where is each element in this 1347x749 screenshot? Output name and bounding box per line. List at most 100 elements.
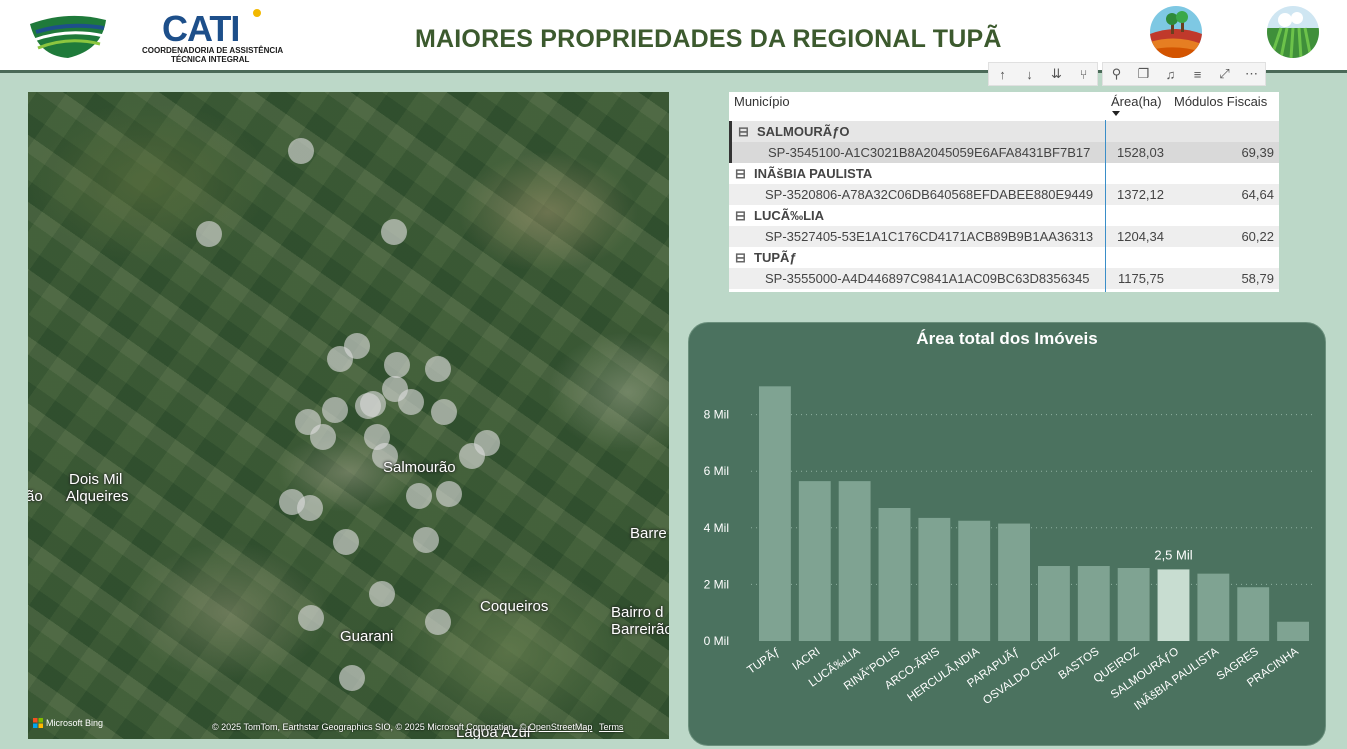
chart-bar[interactable] bbox=[958, 520, 991, 641]
table-group-row[interactable]: ⊟ LUCÃ‰LIA bbox=[729, 205, 1279, 226]
table-row[interactable]: SP-3520806-A78A32C06DB640568EFDABEE880E9… bbox=[729, 184, 1279, 205]
chart-bar[interactable] bbox=[1037, 566, 1070, 641]
cati-logo-text: CATI bbox=[162, 8, 240, 49]
chart-bar[interactable] bbox=[918, 517, 951, 641]
chart-bar[interactable] bbox=[758, 386, 791, 641]
filter-icon[interactable]: ≡ bbox=[1193, 66, 1202, 82]
chart-bar[interactable] bbox=[1117, 567, 1150, 641]
collapse-icon[interactable]: ⊟ bbox=[738, 124, 749, 139]
chart-bar[interactable] bbox=[878, 508, 911, 641]
map-marker[interactable] bbox=[459, 443, 485, 469]
map-place-label: Alqueires bbox=[66, 488, 129, 505]
microsoft-logo-icon bbox=[33, 718, 43, 728]
arrow-down-icon[interactable]: ↓ bbox=[1026, 66, 1033, 82]
more-options-icon[interactable]: ⋯ bbox=[1245, 66, 1258, 81]
arrow-up-icon[interactable]: ↑ bbox=[999, 66, 1006, 82]
table-row[interactable]: SP-3527405-53E1A1C176CD4171ACB89B9B1AA36… bbox=[729, 226, 1279, 247]
focus-mode-icon[interactable]: ⤢ bbox=[1219, 66, 1230, 81]
property-id: SP-3555000-A4D446897C9841A1AC09BC63D8356… bbox=[765, 271, 1090, 286]
table-group-row[interactable]: ⊟ TUPÃƒ bbox=[729, 247, 1279, 268]
map-marker[interactable] bbox=[327, 346, 353, 372]
cati-subtitle-line2: TÉCNICA INTEGRAL bbox=[171, 55, 250, 64]
collapse-icon[interactable]: ⊟ bbox=[735, 166, 746, 181]
chart-bar[interactable] bbox=[798, 481, 831, 641]
sort-descending-icon bbox=[1112, 111, 1120, 116]
bell-icon[interactable]: ♫ bbox=[1165, 66, 1176, 82]
x-tick-label: TUPÃƒ bbox=[745, 645, 783, 677]
chart-bar[interactable] bbox=[1237, 587, 1270, 641]
map-place-label: Barreirão bbox=[611, 621, 669, 638]
y-tick-label: 4 Mil bbox=[704, 521, 729, 535]
table-row[interactable]: SP-3555000-A4D446897C9841A1AC09BC63D8356… bbox=[729, 268, 1279, 289]
drill-toolbar-group: ↑ ↓ ⇊ ⑂ bbox=[988, 62, 1098, 86]
map-marker[interactable] bbox=[297, 495, 323, 521]
map-marker[interactable] bbox=[355, 393, 381, 419]
map-place-label: Salmourão bbox=[383, 459, 456, 476]
map-marker[interactable] bbox=[413, 527, 439, 553]
area-value: 1204,34 bbox=[1117, 229, 1164, 244]
map-place-label: Bairro d bbox=[611, 604, 664, 621]
double-arrow-down-icon[interactable]: ⇊ bbox=[1051, 66, 1062, 81]
satellite-map[interactable]: Dois Mil Alqueires ão Salmourão Barre Co… bbox=[28, 92, 669, 739]
map-marker[interactable] bbox=[425, 356, 451, 382]
modulos-value: 69,39 bbox=[1241, 145, 1274, 160]
column-header-area[interactable]: Área(ha) bbox=[1111, 94, 1162, 109]
map-marker[interactable] bbox=[406, 483, 432, 509]
map-marker[interactable] bbox=[381, 219, 407, 245]
properties-table: Município Área(ha) Módulos Fiscais ⊟ SALM… bbox=[729, 92, 1279, 292]
table-row[interactable]: SP-3545100-A1C3021B8A2045059E6AFA8431BF7… bbox=[729, 142, 1279, 163]
modulos-value: 58,79 bbox=[1241, 271, 1274, 286]
x-tick-label: SALMOURÃƒO bbox=[1108, 645, 1181, 701]
map-marker[interactable] bbox=[369, 581, 395, 607]
header-bar: CATI COORDENADORIA DE ASSISTÊNCIA TÉCNIC… bbox=[0, 0, 1347, 73]
x-tick-label: IACRI bbox=[790, 646, 822, 673]
map-marker[interactable] bbox=[339, 665, 365, 691]
chart-bar[interactable] bbox=[1077, 566, 1110, 641]
map-marker[interactable] bbox=[384, 352, 410, 378]
map-marker[interactable] bbox=[425, 609, 451, 635]
chart-bar[interactable] bbox=[1197, 573, 1230, 641]
chart-bar[interactable] bbox=[838, 481, 871, 641]
column-header-modulos[interactable]: Módulos Fiscais bbox=[1174, 94, 1268, 109]
municipio-name: LUCÃ‰LIA bbox=[754, 208, 825, 223]
bing-label: Microsoft Bing bbox=[46, 718, 104, 728]
map-marker[interactable] bbox=[436, 481, 462, 507]
x-tick-label: OSVALDO CRUZ bbox=[981, 646, 1062, 707]
bing-logo: Microsoft Bing bbox=[33, 718, 103, 728]
farm-landscape-icon bbox=[1150, 6, 1202, 58]
map-attribution: © 2025 TomTom, Earthstar Geographics SIO… bbox=[212, 722, 623, 732]
column-header-municipio[interactable]: Município bbox=[734, 94, 790, 109]
copy-icon[interactable]: ❐ bbox=[1137, 66, 1150, 81]
expand-hierarchy-icon[interactable]: ⑂ bbox=[1079, 66, 1088, 82]
map-marker[interactable] bbox=[322, 397, 348, 423]
chart-bar[interactable] bbox=[998, 523, 1031, 641]
chart-bar[interactable] bbox=[1277, 621, 1310, 641]
column-separator bbox=[1105, 120, 1106, 292]
terms-link[interactable]: Terms bbox=[598, 722, 624, 732]
x-tick-label: HERCULÃ‚NDIA bbox=[905, 645, 982, 705]
cati-subtitle-line1: COORDENADORIA DE ASSISTÊNCIA bbox=[142, 46, 284, 55]
map-marker[interactable] bbox=[310, 424, 336, 450]
table-group-row[interactable]: ⊟ SALMOURÃƒO bbox=[729, 121, 1279, 142]
map-marker[interactable] bbox=[398, 389, 424, 415]
map-marker[interactable] bbox=[298, 605, 324, 631]
map-marker[interactable] bbox=[372, 443, 398, 469]
property-id: SP-3545100-A1C3021B8A2045059E6AFA8431BF7… bbox=[768, 145, 1091, 160]
pin-icon[interactable]: ⚲ bbox=[1111, 66, 1122, 81]
map-marker[interactable] bbox=[431, 399, 457, 425]
municipio-name: SALMOURÃƒO bbox=[757, 124, 850, 139]
collapse-icon[interactable]: ⊟ bbox=[735, 208, 746, 223]
leaf-logo-icon bbox=[30, 15, 106, 58]
collapse-icon[interactable]: ⊟ bbox=[735, 250, 746, 265]
y-tick-label: 0 Mil bbox=[704, 634, 729, 648]
map-marker[interactable] bbox=[196, 221, 222, 247]
map-marker[interactable] bbox=[333, 529, 359, 555]
modulos-value: 64,64 bbox=[1241, 187, 1274, 202]
table-group-row[interactable]: ⊟ INÃšBIA PAULISTA bbox=[729, 163, 1279, 184]
openstreetmap-link[interactable]: © OpenStreetMap bbox=[519, 722, 593, 732]
crop-field-icon bbox=[1267, 6, 1319, 58]
y-tick-label: 6 Mil bbox=[704, 464, 729, 478]
map-marker[interactable] bbox=[288, 138, 314, 164]
chart-bar[interactable] bbox=[1157, 569, 1190, 641]
